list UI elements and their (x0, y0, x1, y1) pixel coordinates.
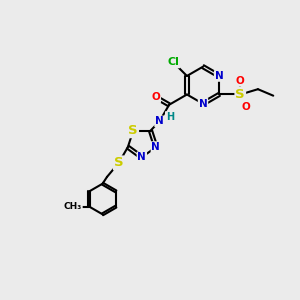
Text: S: S (236, 88, 245, 101)
Text: CH₃: CH₃ (64, 202, 82, 211)
Text: N: N (199, 99, 207, 109)
Text: N: N (137, 152, 146, 162)
Text: S: S (114, 156, 124, 170)
Text: S: S (128, 124, 138, 137)
Text: Cl: Cl (167, 57, 179, 68)
Text: O: O (241, 102, 250, 112)
Text: O: O (152, 92, 160, 102)
Text: O: O (236, 76, 244, 86)
Text: N: N (152, 142, 160, 152)
Text: N: N (215, 71, 224, 81)
Text: N: N (155, 116, 164, 126)
Text: H: H (166, 112, 174, 122)
